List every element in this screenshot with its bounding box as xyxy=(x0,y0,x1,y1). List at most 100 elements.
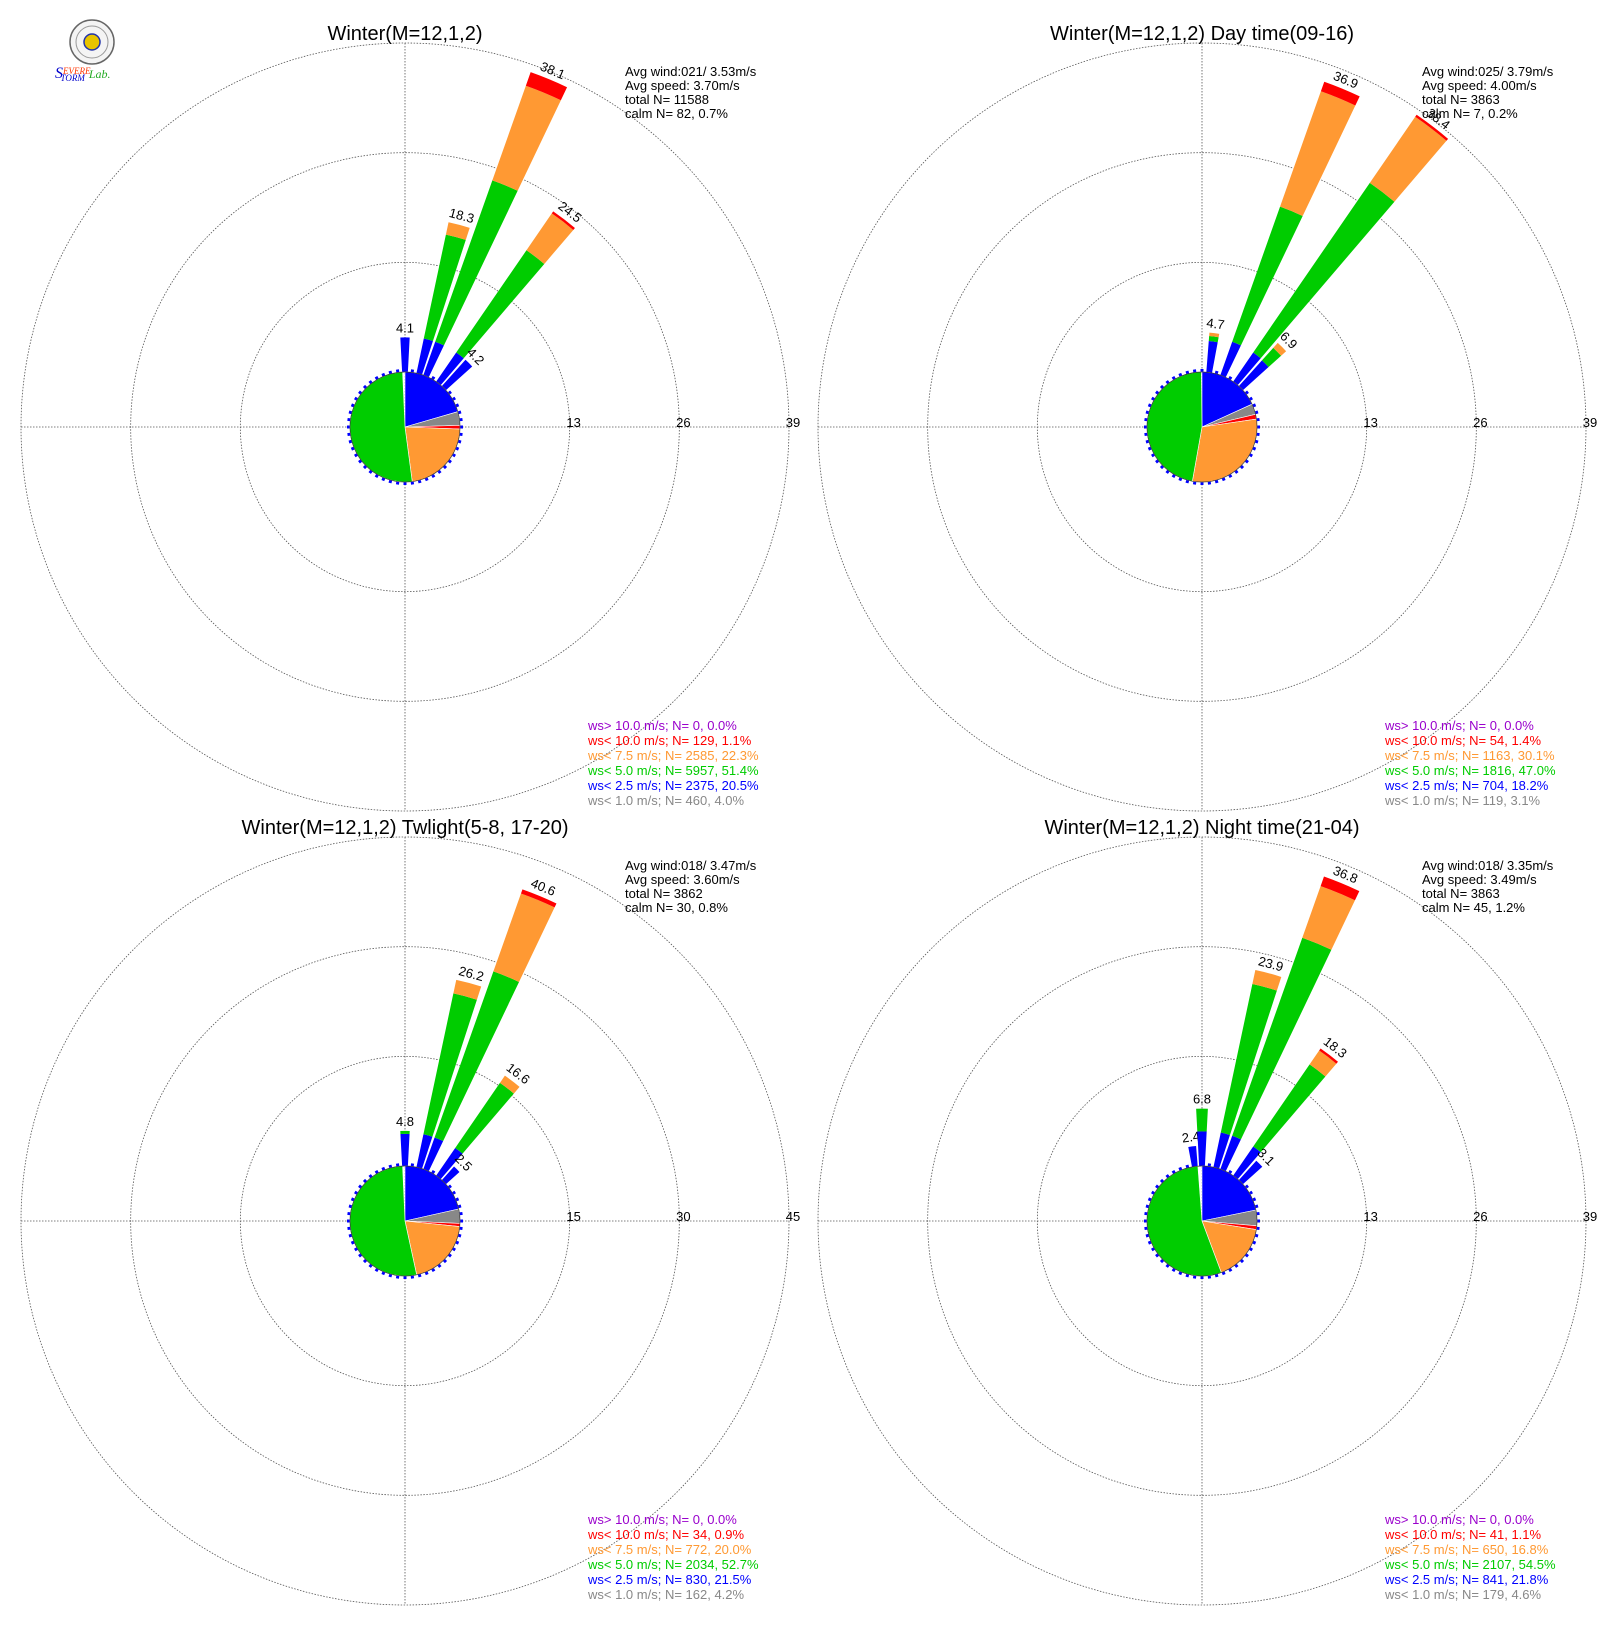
minor-direction-tick xyxy=(1155,459,1160,464)
petal-segment-lt7_5 xyxy=(1273,342,1287,356)
petal-segment-lt7_5 xyxy=(492,85,561,191)
legend-entry: ws< 2.5 m/s; N= 2375, 20.5% xyxy=(587,778,759,793)
legend-entry: ws< 5.0 m/s; N= 2107, 54.5% xyxy=(1384,1557,1556,1572)
minor-direction-tick xyxy=(358,1253,363,1258)
minor-direction-tick xyxy=(451,396,456,401)
pie-slice-lt5 xyxy=(349,371,413,483)
minor-direction-tick xyxy=(381,477,386,482)
legend-entry: ws< 1.0 m/s; N= 460, 4.0% xyxy=(587,793,745,808)
minor-direction-tick xyxy=(1252,446,1257,451)
petal-segment-lt10 xyxy=(520,889,557,908)
minor-direction-tick xyxy=(1254,410,1259,415)
wind-rose-panel-3: 15 30 454.826.240.616.62.5Winter(M=12,1,2)… xyxy=(20,817,800,1606)
minor-direction-tick xyxy=(1147,446,1152,451)
minor-direction-tick xyxy=(1221,477,1226,482)
minor-direction-tick xyxy=(1159,464,1165,470)
stats-line: calm N= 7, 0.2% xyxy=(1422,106,1518,121)
minor-direction-tick xyxy=(437,380,442,385)
minor-direction-tick xyxy=(451,1247,456,1252)
minor-direction-tick xyxy=(1145,410,1150,415)
minor-direction-tick xyxy=(1185,1164,1190,1169)
pie-outline xyxy=(1146,1165,1258,1277)
stats-line: calm N= 30, 0.8% xyxy=(625,900,728,915)
minor-direction-tick xyxy=(388,1164,393,1169)
minor-direction-tick xyxy=(431,1170,436,1175)
minor-direction-tick xyxy=(1221,1271,1226,1276)
petal-segment-lt2_5 xyxy=(1220,341,1241,378)
minor-direction-tick xyxy=(1228,376,1233,381)
minor-direction-tick xyxy=(1171,1170,1176,1175)
minor-direction-tick xyxy=(1159,1258,1165,1264)
pie-outline xyxy=(349,1165,461,1277)
minor-direction-tick xyxy=(362,1178,368,1184)
minor-direction-tick xyxy=(1234,469,1239,474)
petal-segment-lt2_5 xyxy=(441,359,473,391)
ring-label: 39 xyxy=(1583,415,1597,430)
petal-segment-lt5 xyxy=(1232,937,1332,1140)
minor-direction-tick xyxy=(457,410,462,415)
minor-direction-tick xyxy=(455,1240,460,1245)
minor-direction-tick xyxy=(424,477,429,482)
minor-direction-tick xyxy=(1171,473,1176,478)
ring-label: 13 xyxy=(566,415,580,430)
petal-value-label: 6.8 xyxy=(1193,1092,1211,1107)
minor-direction-tick xyxy=(368,1263,373,1268)
minor-direction-tick xyxy=(1145,439,1150,444)
petal-value-label: 26.2 xyxy=(457,963,485,984)
petal-segment-lt2_5 xyxy=(1197,1131,1207,1167)
minor-direction-tick xyxy=(1239,464,1245,470)
ring-label: 26 xyxy=(676,415,690,430)
legend-entry: ws> 10.0 m/s; N= 0, 0.0% xyxy=(1384,718,1534,733)
minor-direction-tick xyxy=(447,1253,452,1258)
stats-line: Avg wind:018/ 3.47m/s xyxy=(625,858,757,873)
minor-direction-tick xyxy=(451,1190,456,1195)
minor-direction-tick xyxy=(358,1184,363,1189)
minor-direction-tick xyxy=(1239,384,1245,390)
petal-value-label: 18.3 xyxy=(447,205,475,226)
minor-direction-tick xyxy=(1254,439,1259,444)
minor-direction-tick xyxy=(374,1267,379,1272)
minor-direction-tick xyxy=(362,1258,368,1264)
minor-direction-tick xyxy=(1185,1273,1190,1278)
minor-direction-tick xyxy=(1248,453,1253,458)
minor-direction-tick xyxy=(368,380,373,385)
minor-direction-tick xyxy=(1155,1184,1160,1189)
petal-segment-lt2_5 xyxy=(1238,360,1269,391)
minor-direction-tick xyxy=(1151,1190,1156,1195)
minor-direction-tick xyxy=(455,1197,460,1202)
legend-entry: ws> 10.0 m/s; N= 0, 0.0% xyxy=(1384,1512,1534,1527)
petal-segment-lt7_5 xyxy=(453,979,482,1000)
ring-label: 13 xyxy=(1363,1209,1377,1224)
petal-segment-lt7_5 xyxy=(1369,116,1447,202)
minor-direction-tick xyxy=(437,1263,442,1268)
petal-segment-lt10 xyxy=(1320,876,1360,901)
petal-segment-lt7_5 xyxy=(1280,91,1356,216)
minor-direction-tick xyxy=(1151,453,1156,458)
minor-direction-tick xyxy=(1252,403,1257,408)
wind-rose-panel-1: 13 26 394.118.338.124.54.2Winter(M=12,1,2)… xyxy=(20,23,800,812)
ring-label: 30 xyxy=(676,1209,690,1224)
petal-segment-lt5 xyxy=(1196,1108,1208,1132)
ring-label: 39 xyxy=(786,415,800,430)
petal-segment-lt5 xyxy=(400,1130,410,1134)
minor-direction-tick xyxy=(354,396,359,401)
minor-direction-tick xyxy=(1185,479,1190,484)
minor-direction-tick xyxy=(1254,1233,1259,1238)
petal-segment-lt5 xyxy=(455,1082,514,1154)
petal-segment-lt7_5 xyxy=(1302,886,1355,950)
petal-segment-lt5 xyxy=(423,234,466,341)
petal-segment-lt2_5 xyxy=(441,1166,460,1185)
petal-segment-lt10 xyxy=(1320,81,1360,106)
petal-segment-lt7_5 xyxy=(499,1075,520,1094)
ring-label: 13 xyxy=(1363,415,1377,430)
petal-value-label: 2.4 xyxy=(1181,1128,1201,1145)
minor-direction-tick xyxy=(1147,403,1152,408)
legend-entry: ws< 1.0 m/s; N= 179, 4.6% xyxy=(1384,1587,1542,1602)
minor-direction-tick xyxy=(417,479,422,484)
petal-segment-lt2_5 xyxy=(400,1133,410,1167)
ring-label: 15 xyxy=(566,1209,580,1224)
panel-title: Winter(M=12,1,2) Twlight(5-8, 17-20) xyxy=(242,817,569,839)
minor-direction-tick xyxy=(1234,1174,1239,1179)
minor-direction-tick xyxy=(1178,477,1183,482)
stats-line: calm N= 82, 0.7% xyxy=(625,106,728,121)
